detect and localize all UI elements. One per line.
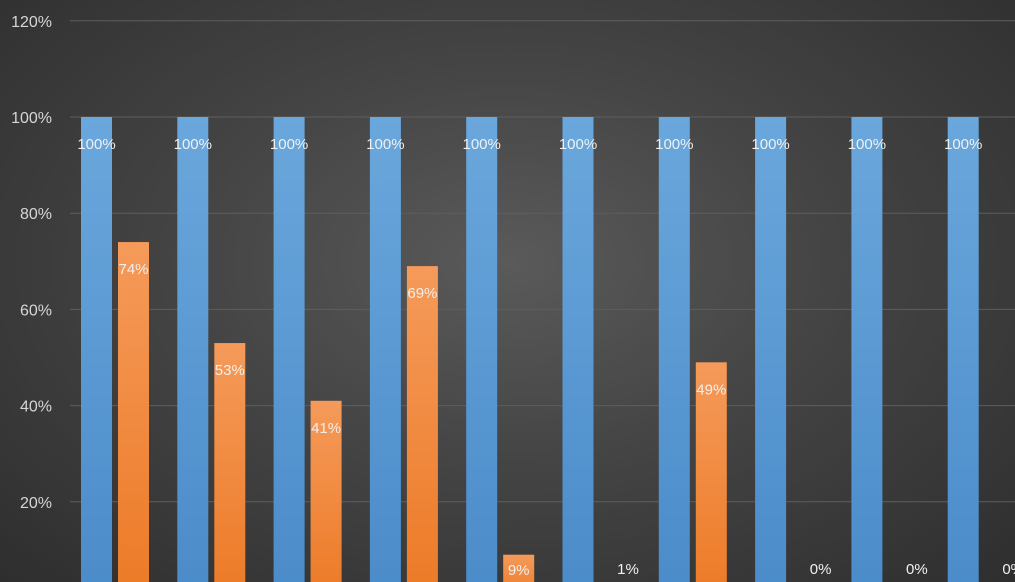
bar-blue: [466, 117, 498, 582]
bars: [81, 117, 979, 582]
data-label-orange: 41%: [311, 420, 341, 437]
y-tick-label: 40%: [20, 399, 52, 416]
bar-blue: [562, 117, 594, 582]
data-label-orange: 69%: [407, 285, 437, 302]
data-label-orange: 0%: [1002, 561, 1015, 578]
data-label-blue: 100%: [463, 136, 501, 153]
data-label-blue: 100%: [270, 136, 308, 153]
bar-orange: [118, 242, 149, 582]
bar-orange: [406, 266, 438, 582]
data-label-blue: 100%: [848, 136, 886, 153]
bar-blue: [81, 117, 112, 582]
data-label-blue: 100%: [174, 136, 212, 153]
bar-blue: [947, 117, 979, 582]
bar-orange: [695, 362, 727, 582]
bar-orange: [310, 400, 342, 582]
data-label-orange: 1%: [617, 561, 639, 578]
y-tick-label: 60%: [20, 302, 52, 319]
y-tick-label: 100%: [11, 110, 52, 127]
bar-orange: [214, 343, 246, 582]
data-label-orange: 74%: [118, 261, 148, 278]
y-tick-label: 20%: [20, 495, 52, 512]
data-labels: 100% 100% 100% 100% 100% 100% 100% 100% 100% 100%…: [77, 136, 1015, 579]
data-label-orange: 9%: [508, 562, 530, 579]
y-tick-label: 80%: [20, 206, 52, 223]
data-label-blue: 100%: [751, 136, 789, 153]
bar-orange: [503, 554, 535, 582]
data-label-orange: 49%: [696, 381, 726, 398]
data-label-orange: 0%: [906, 561, 928, 578]
data-label-orange: 53%: [215, 362, 245, 379]
bar-blue: [273, 117, 305, 582]
bar-blue: [369, 117, 401, 582]
data-label-blue: 100%: [944, 136, 982, 153]
data-label-blue: 100%: [366, 136, 404, 153]
bar-blue: [177, 117, 209, 582]
y-axis-ticks: 20% 40% 60% 80% 100% 120%: [11, 14, 52, 512]
data-label-blue: 100%: [559, 136, 597, 153]
y-tick-label: 120%: [11, 14, 52, 31]
bar-blue: [755, 117, 787, 582]
data-label-blue: 100%: [77, 136, 115, 153]
bar-blue: [851, 117, 883, 582]
data-label-orange: 0%: [810, 561, 832, 578]
data-label-blue: 100%: [655, 136, 693, 153]
bar-blue: [658, 117, 690, 582]
